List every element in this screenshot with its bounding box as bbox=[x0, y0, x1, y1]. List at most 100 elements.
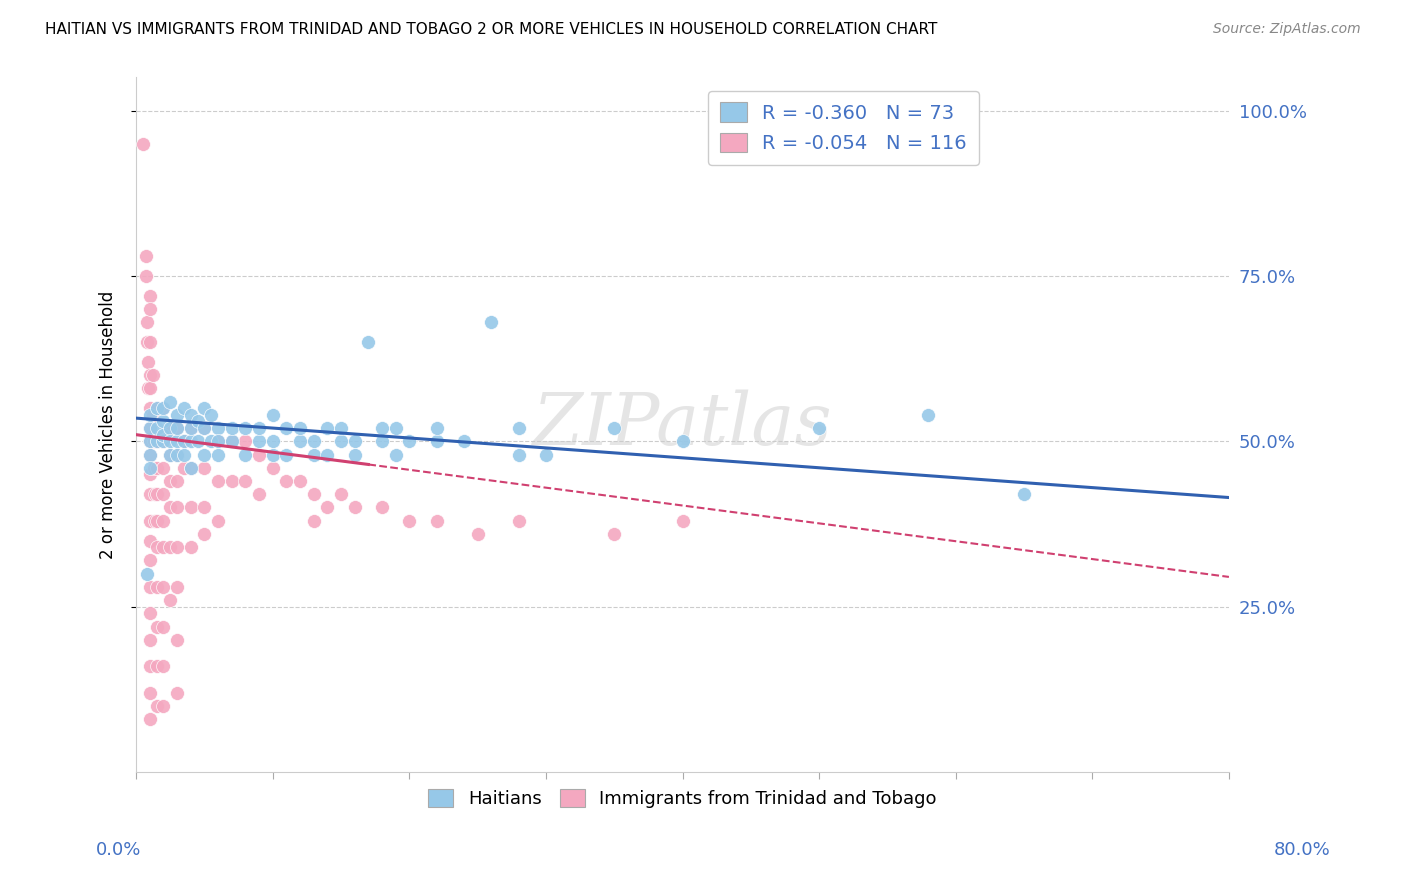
Point bbox=[138, 355, 160, 369]
Point bbox=[316, 448, 339, 462]
Point bbox=[235, 474, 257, 488]
Point bbox=[200, 434, 222, 449]
Point bbox=[173, 448, 195, 462]
Point bbox=[139, 289, 162, 303]
Point bbox=[671, 514, 693, 528]
Point bbox=[166, 540, 188, 554]
Point bbox=[193, 500, 215, 515]
Point bbox=[166, 474, 188, 488]
Point bbox=[152, 401, 174, 416]
Point bbox=[288, 474, 311, 488]
Point bbox=[145, 540, 167, 554]
Point bbox=[207, 421, 229, 435]
Point bbox=[142, 460, 165, 475]
Point bbox=[357, 334, 380, 349]
Point bbox=[302, 448, 325, 462]
Point bbox=[235, 434, 257, 449]
Point bbox=[917, 408, 939, 422]
Point bbox=[145, 401, 167, 416]
Point bbox=[136, 315, 159, 329]
Text: HAITIAN VS IMMIGRANTS FROM TRINIDAD AND TOBAGO 2 OR MORE VEHICLES IN HOUSEHOLD C: HAITIAN VS IMMIGRANTS FROM TRINIDAD AND … bbox=[45, 22, 938, 37]
Point bbox=[135, 249, 157, 263]
Point bbox=[247, 421, 270, 435]
Point bbox=[193, 527, 215, 541]
Point bbox=[426, 514, 449, 528]
Point bbox=[200, 408, 222, 422]
Text: Source: ZipAtlas.com: Source: ZipAtlas.com bbox=[1213, 22, 1361, 37]
Point bbox=[152, 460, 174, 475]
Point bbox=[166, 500, 188, 515]
Point bbox=[139, 712, 162, 726]
Point bbox=[139, 334, 162, 349]
Point bbox=[139, 580, 162, 594]
Point bbox=[398, 514, 420, 528]
Point bbox=[152, 619, 174, 633]
Point bbox=[145, 421, 167, 435]
Point bbox=[166, 632, 188, 647]
Point bbox=[145, 659, 167, 673]
Point bbox=[145, 487, 167, 501]
Point bbox=[603, 527, 626, 541]
Point bbox=[139, 421, 162, 435]
Point bbox=[139, 553, 162, 567]
Point bbox=[343, 434, 366, 449]
Point bbox=[603, 421, 626, 435]
Point bbox=[152, 414, 174, 428]
Point bbox=[173, 460, 195, 475]
Point bbox=[166, 686, 188, 700]
Point bbox=[180, 460, 202, 475]
Point bbox=[276, 448, 298, 462]
Point bbox=[166, 448, 188, 462]
Point bbox=[330, 434, 353, 449]
Point bbox=[262, 434, 284, 449]
Point bbox=[247, 448, 270, 462]
Point bbox=[139, 632, 162, 647]
Point bbox=[145, 434, 167, 449]
Point bbox=[330, 487, 353, 501]
Point bbox=[152, 401, 174, 416]
Point bbox=[343, 448, 366, 462]
Point bbox=[142, 434, 165, 449]
Point bbox=[166, 421, 188, 435]
Point bbox=[152, 427, 174, 442]
Point bbox=[159, 540, 181, 554]
Point bbox=[173, 434, 195, 449]
Legend: Haitians, Immigrants from Trinidad and Tobago: Haitians, Immigrants from Trinidad and T… bbox=[420, 781, 943, 815]
Point bbox=[276, 474, 298, 488]
Point bbox=[173, 434, 195, 449]
Point bbox=[152, 659, 174, 673]
Y-axis label: 2 or more Vehicles in Household: 2 or more Vehicles in Household bbox=[100, 291, 117, 559]
Point bbox=[193, 401, 215, 416]
Point bbox=[207, 474, 229, 488]
Point bbox=[180, 434, 202, 449]
Point bbox=[139, 607, 162, 621]
Point bbox=[508, 514, 530, 528]
Point bbox=[262, 448, 284, 462]
Point bbox=[193, 460, 215, 475]
Point bbox=[193, 421, 215, 435]
Point bbox=[152, 487, 174, 501]
Point bbox=[141, 368, 163, 383]
Point bbox=[145, 434, 167, 449]
Point bbox=[180, 540, 202, 554]
Point bbox=[136, 566, 159, 581]
Point bbox=[247, 487, 270, 501]
Point bbox=[139, 368, 162, 383]
Point bbox=[221, 421, 243, 435]
Point bbox=[288, 434, 311, 449]
Point bbox=[235, 421, 257, 435]
Point bbox=[207, 514, 229, 528]
Point bbox=[508, 448, 530, 462]
Point bbox=[384, 421, 406, 435]
Point bbox=[384, 448, 406, 462]
Point bbox=[166, 448, 188, 462]
Point bbox=[207, 434, 229, 449]
Point bbox=[180, 421, 202, 435]
Point bbox=[159, 434, 181, 449]
Point bbox=[316, 500, 339, 515]
Point bbox=[143, 514, 166, 528]
Point bbox=[302, 487, 325, 501]
Point bbox=[152, 540, 174, 554]
Point bbox=[152, 580, 174, 594]
Point bbox=[534, 448, 557, 462]
